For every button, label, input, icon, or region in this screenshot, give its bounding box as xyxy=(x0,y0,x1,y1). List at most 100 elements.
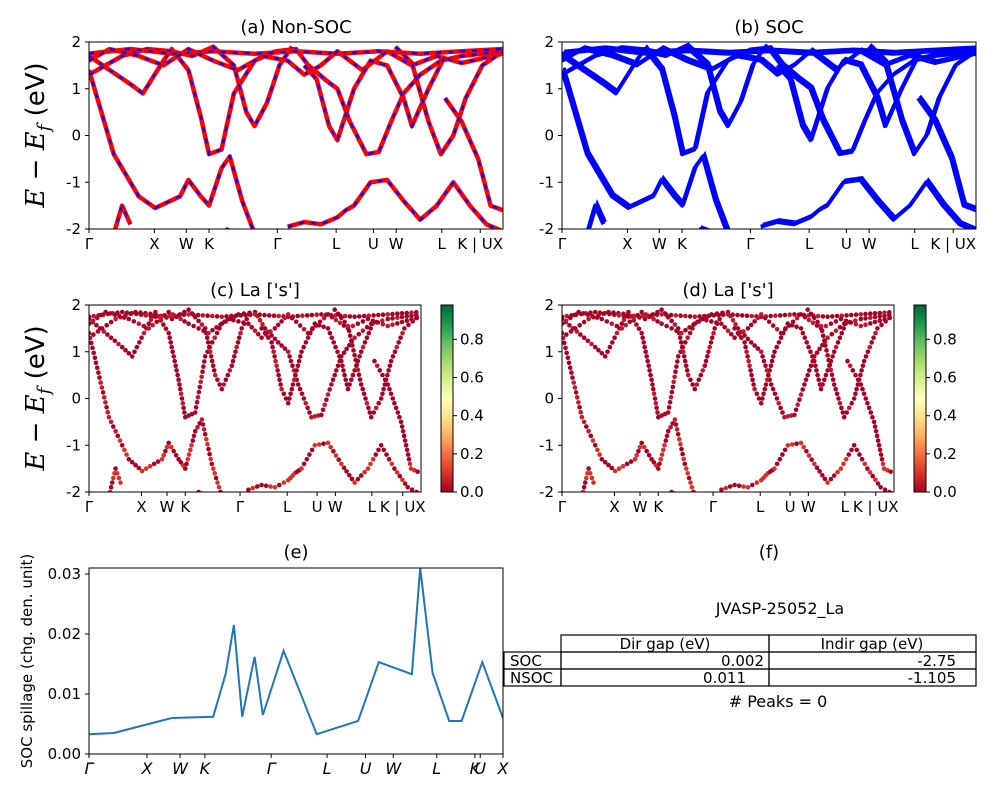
panel-c-point xyxy=(402,481,408,486)
panel-c-point xyxy=(394,470,400,475)
panel-c-point xyxy=(336,457,342,463)
panel-c-point xyxy=(151,461,157,467)
panel-c-point xyxy=(409,310,414,316)
panel-d-point xyxy=(763,382,769,387)
panel-c-point xyxy=(374,363,380,369)
panel-c-point xyxy=(90,345,95,351)
panel-c-point xyxy=(275,340,281,345)
panel-d-point xyxy=(825,335,830,341)
panel-d-point xyxy=(636,448,641,454)
panel-b-band-split-0 xyxy=(562,67,731,229)
panel-c-point xyxy=(246,487,251,492)
panel-c-point xyxy=(337,354,342,359)
panel-c-point xyxy=(396,340,402,345)
panel-d-point xyxy=(854,447,860,453)
panel-d-point xyxy=(563,318,569,324)
panel-d-point xyxy=(872,311,878,316)
panel-d-point xyxy=(564,332,569,337)
panel-d-point xyxy=(689,485,695,490)
panel-d-point xyxy=(754,391,760,397)
panel-c-point xyxy=(281,480,287,485)
panel-d-point xyxy=(637,444,643,450)
panel-c-point xyxy=(365,466,371,471)
panel-c-point xyxy=(171,448,176,454)
panel-d-point xyxy=(663,438,669,443)
panel-d-point xyxy=(567,365,573,371)
panel-c-point xyxy=(269,333,274,338)
panel-c-point xyxy=(360,344,366,350)
panel-d-point xyxy=(659,452,665,457)
panel-c-point xyxy=(357,354,362,359)
panel-d-point xyxy=(877,447,883,453)
panel-c-point xyxy=(132,349,137,355)
panel-c-point xyxy=(392,349,398,355)
panel-d-point xyxy=(654,312,660,318)
panel-c-point xyxy=(356,331,362,337)
panel-c-point xyxy=(166,440,171,446)
panel-c-point xyxy=(394,344,400,350)
panel-d-point xyxy=(709,319,714,324)
panel-c-point xyxy=(190,438,196,443)
x-tick-label: W xyxy=(652,235,667,253)
panel-d-point xyxy=(815,372,820,378)
panel-c-point xyxy=(153,314,158,320)
panel-d-point xyxy=(668,425,673,430)
panel-d-point xyxy=(826,357,831,363)
panel-c-point xyxy=(341,465,347,471)
panel-d-point xyxy=(662,443,667,448)
panel-c-point xyxy=(91,313,96,319)
panel-c-point xyxy=(191,323,196,329)
panel-c-point xyxy=(382,382,388,387)
panel-c-point xyxy=(210,327,215,333)
panel-d-point xyxy=(716,312,721,318)
panel-c-point xyxy=(398,335,403,341)
panel-c-point xyxy=(204,335,210,341)
panel-c-point xyxy=(105,410,110,415)
panel-d-point xyxy=(609,321,615,327)
panel-c-point xyxy=(347,382,352,387)
panel-d-point xyxy=(631,316,636,321)
panel-c-point xyxy=(260,322,265,327)
panel-c-point xyxy=(189,443,194,448)
panel-d-point xyxy=(825,480,830,485)
panel-c-point xyxy=(290,382,296,387)
panel-d-point xyxy=(610,340,615,345)
panel-c-point xyxy=(259,326,264,331)
panel-d-point xyxy=(563,345,568,351)
panel-d-point xyxy=(812,461,817,467)
panel-d-point xyxy=(686,475,692,481)
panel-d-point xyxy=(883,319,888,324)
x-tick-label: Γ xyxy=(273,235,282,253)
panel-d-point xyxy=(771,354,776,359)
panel-b-band-split-4 xyxy=(563,44,976,75)
panel-d-point xyxy=(867,470,873,475)
panel-d-point xyxy=(758,312,764,317)
panel-c-point xyxy=(307,410,312,415)
band-ylabel-top: E − Ef (eV) xyxy=(21,62,55,208)
panel-d-point xyxy=(609,465,615,471)
panel-c-point xyxy=(271,313,277,319)
panel-d-point xyxy=(672,374,677,380)
panel-c-point xyxy=(342,319,347,325)
panel-d-point xyxy=(772,391,778,397)
panel-c-point xyxy=(385,323,391,329)
panel-c-point xyxy=(201,328,206,334)
panel-c-point xyxy=(273,358,278,364)
panel-c-point xyxy=(340,363,345,369)
panel-d-point xyxy=(708,340,714,345)
panel-d-point xyxy=(644,354,649,359)
panel-c-point xyxy=(201,427,207,432)
panel-d-point xyxy=(655,319,660,324)
panel-c-point xyxy=(227,368,233,373)
panel-d-point xyxy=(562,335,565,340)
panel-d-point xyxy=(835,469,840,475)
panel-d-point xyxy=(837,335,843,341)
panel-c-point xyxy=(298,354,303,359)
panel-d-point xyxy=(872,319,878,325)
x-tick-label: L xyxy=(805,235,814,253)
panel-d-point xyxy=(818,323,824,329)
panel-c-point xyxy=(173,452,179,458)
panel-d-point xyxy=(880,461,886,467)
panel-c-point xyxy=(275,368,280,373)
panel-c-point xyxy=(317,319,323,325)
